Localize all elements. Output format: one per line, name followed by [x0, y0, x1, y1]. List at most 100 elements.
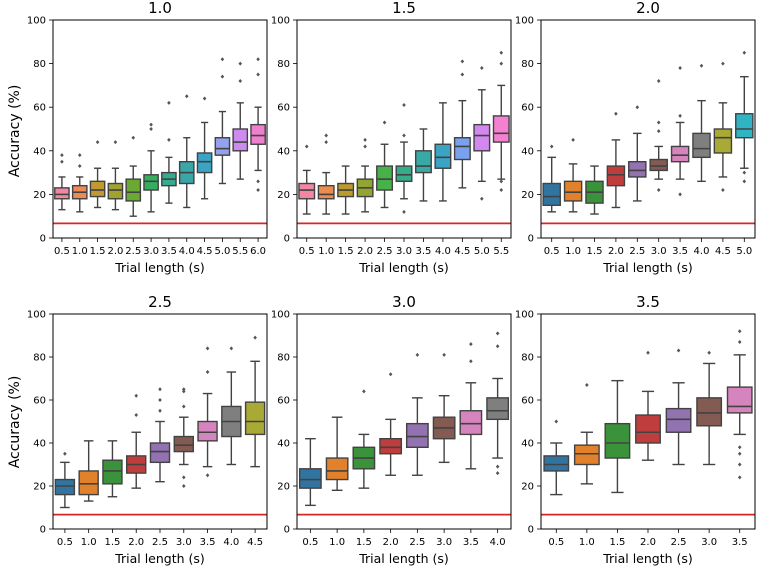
iqr-box — [250, 123, 266, 145]
y-tick-label: 40 — [521, 439, 534, 450]
x-tick-label: 2.5 — [377, 246, 393, 257]
axes-frame — [296, 313, 512, 530]
outlier-point — [181, 484, 186, 488]
y-tick-label: 100 — [515, 16, 534, 27]
box-3.0 — [143, 122, 159, 213]
box-4.0 — [692, 63, 711, 183]
iqr-box — [232, 128, 249, 152]
outlier-point — [699, 63, 704, 68]
x-tick-label: 2.0 — [383, 537, 399, 548]
outlier-point — [205, 346, 210, 351]
panel-title: 3.0 — [392, 293, 416, 311]
outlier-point — [737, 329, 742, 334]
box-2.5 — [149, 387, 171, 483]
box-2.0 — [107, 140, 124, 211]
box-4.5 — [453, 59, 471, 189]
iqr-box — [735, 113, 754, 139]
box-2.0 — [635, 350, 661, 461]
y-tick-label: 40 — [277, 146, 290, 157]
x-tick-label: 3.5 — [463, 537, 479, 548]
outlier-point — [60, 159, 64, 164]
outlier-point — [134, 413, 139, 418]
y-tick-label: 0 — [528, 234, 534, 245]
outlier-point — [363, 137, 367, 142]
box-1.5 — [337, 165, 355, 215]
outlier-point — [614, 111, 618, 116]
outlier-point — [304, 144, 309, 149]
outlier-point — [442, 352, 446, 357]
x-tick-label: 3.5 — [161, 246, 177, 257]
outlier-point — [656, 129, 661, 134]
iqr-box — [379, 438, 403, 455]
box-6.0 — [250, 57, 266, 193]
x-axis-label: Trial length (s) — [114, 551, 205, 566]
x-tick-label: 2.0 — [640, 537, 656, 548]
outlier-point — [707, 350, 711, 355]
y-tick-label: 80 — [33, 59, 46, 70]
outlier-point — [656, 79, 661, 84]
y-axis-label-top: Accuracy (%) — [7, 85, 23, 178]
panel-5: 3.0 0 20 40 60 80 100 0.5 1.0 1.5 2.0 2.5 3.0 3.5 4.0 T… — [271, 293, 512, 566]
axes-frame — [540, 19, 756, 239]
outlier-point — [499, 179, 504, 184]
box-4.5 — [196, 96, 213, 200]
x-tick-label: 0.5 — [302, 537, 318, 548]
outlier-point — [158, 398, 162, 402]
axes-frame — [52, 313, 268, 530]
outlier-point — [220, 57, 225, 62]
iqr-box — [325, 457, 349, 481]
box-5.0 — [473, 65, 491, 201]
x-tick-label: 3.5 — [416, 246, 432, 257]
outlier-point — [656, 188, 661, 193]
outlier-point — [549, 144, 554, 149]
y-tick-label: 40 — [33, 439, 46, 450]
outlier-point — [737, 339, 742, 344]
iqr-box — [244, 401, 266, 436]
box-2.5 — [665, 348, 692, 466]
x-tick-label: 1.0 — [318, 246, 334, 257]
outlier-point — [388, 372, 393, 377]
iqr-box — [563, 180, 583, 202]
outlier-point — [77, 153, 82, 158]
x-tick-label: 4.0 — [694, 246, 710, 257]
panel-title: 3.5 — [636, 293, 660, 311]
iqr-box — [453, 137, 471, 161]
y-tick-label: 60 — [521, 396, 534, 407]
box-3.0 — [432, 352, 456, 464]
x-tick-label: 3.5 — [672, 246, 688, 257]
x-tick-label: 4.5 — [454, 246, 470, 257]
x-tick-label: 0.5 — [54, 246, 70, 257]
iqr-box — [149, 442, 171, 464]
y-tick-label: 20 — [277, 482, 290, 493]
box-2.5 — [125, 135, 142, 217]
box-4.5 — [244, 335, 266, 468]
x-tick-label: 2.0 — [608, 246, 624, 257]
x-tick-label: 3.0 — [651, 246, 667, 257]
y-tick-label: 80 — [277, 353, 290, 364]
outlier-point — [256, 188, 260, 193]
box-4.5 — [713, 61, 733, 193]
outlier-point — [721, 188, 725, 193]
y-tick-label: 40 — [277, 439, 290, 450]
outlier-point — [205, 473, 210, 478]
x-tick-label: 4.5 — [197, 246, 213, 257]
x-tick-label: 0.5 — [299, 246, 315, 257]
outlier-point — [495, 331, 500, 336]
outlier-point — [495, 464, 500, 469]
outlier-point — [324, 140, 328, 145]
outlier-point — [737, 451, 742, 456]
y-tick-label: 0 — [284, 525, 290, 536]
x-tick-label: 3.0 — [436, 537, 452, 548]
outlier-point — [184, 94, 189, 99]
x-tick-label: 5.0 — [474, 246, 490, 257]
outlier-point — [181, 404, 186, 409]
box-4.0 — [434, 102, 452, 202]
box-2.0 — [379, 372, 403, 476]
outlier-point — [256, 72, 260, 77]
iqr-box — [54, 187, 70, 200]
outlier-point — [167, 137, 171, 142]
outlier-point — [402, 133, 406, 138]
y-tick-label: 60 — [521, 103, 534, 114]
iqr-box — [173, 435, 194, 453]
